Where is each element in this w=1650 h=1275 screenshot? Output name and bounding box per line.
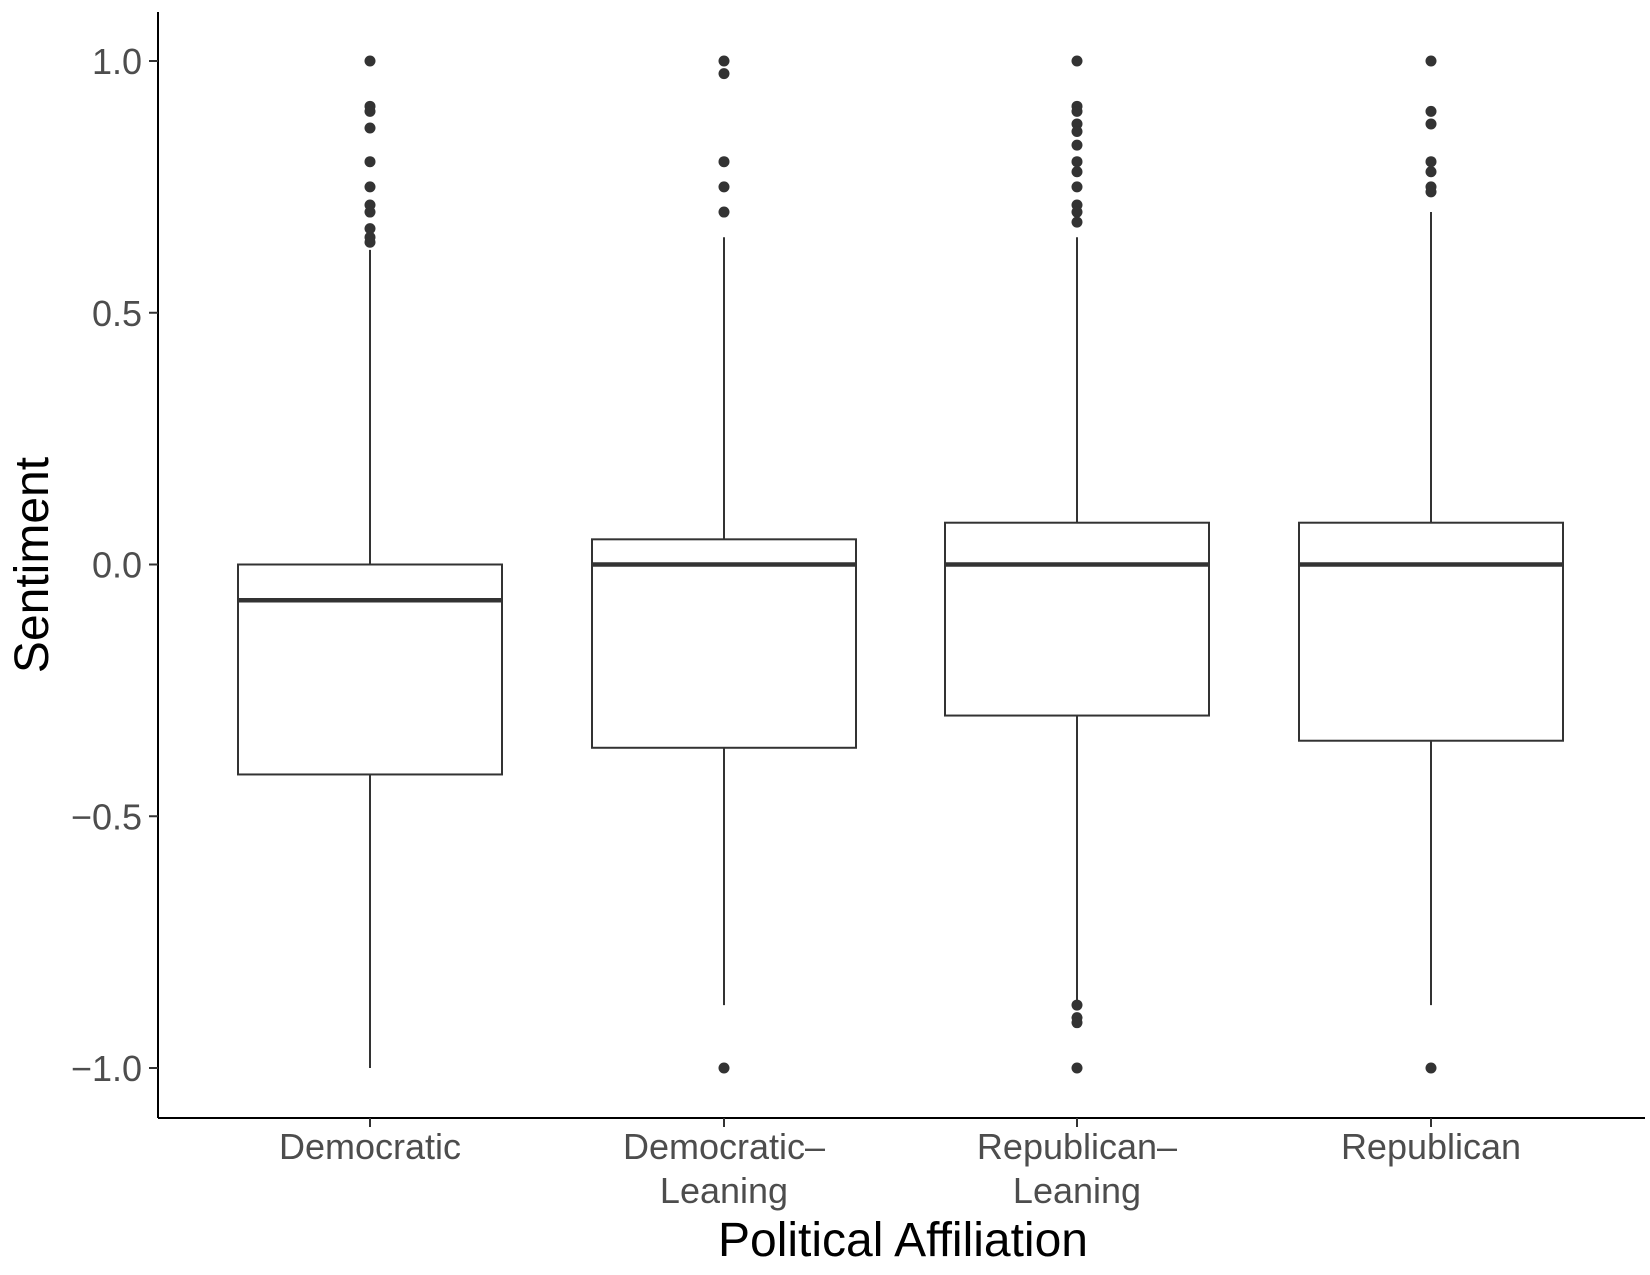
outlier-point: [1425, 186, 1437, 198]
outlier-point: [1425, 166, 1437, 178]
outlier-point: [1425, 118, 1437, 130]
outlier-point: [364, 206, 376, 218]
x-tick-label-line: Democratic–: [623, 1126, 825, 1167]
boxes-layer: [237, 55, 1564, 1074]
x-tick-label-line: Democratic: [279, 1126, 461, 1167]
box-iqr: [944, 521, 1210, 717]
x-axis-title: Political Affiliation: [718, 1214, 1088, 1267]
x-tick-label: Republican– Leaning: [977, 1126, 1177, 1211]
outlier-point: [718, 206, 730, 218]
outlier-point: [1071, 181, 1083, 193]
outlier-point: [1071, 139, 1083, 151]
outlier-point: [364, 122, 376, 134]
outlier-point: [1071, 1017, 1083, 1029]
outlier-point: [718, 68, 730, 80]
y-tick-label: 1.0: [92, 41, 142, 82]
outlier-point: [718, 1062, 730, 1074]
outlier-point: [1071, 1062, 1083, 1074]
y-tick-label: 0.5: [92, 293, 142, 334]
outlier-point: [718, 181, 730, 193]
outlier-point: [1071, 999, 1083, 1011]
box-iqr: [237, 563, 503, 776]
outlier-point: [364, 105, 376, 117]
outlier-point: [364, 55, 376, 67]
outlier-point: [364, 236, 376, 248]
outlier-point: [1071, 125, 1083, 137]
x-tick-label: Democratic: [279, 1126, 461, 1167]
outlier-point: [718, 55, 730, 67]
x-tick-label-line: Leaning: [1013, 1170, 1141, 1211]
outlier-point: [1071, 216, 1083, 228]
x-tick-label: Democratic– Leaning: [623, 1126, 825, 1211]
outlier-point: [364, 223, 376, 235]
outlier-point: [1071, 206, 1083, 218]
x-tick-label-line: Leaning: [660, 1170, 788, 1211]
box-group: [1298, 55, 1564, 1074]
y-axis-title: Sentiment: [6, 457, 59, 673]
x-tick-label: Republican: [1341, 1126, 1521, 1167]
outlier-point: [1425, 156, 1437, 168]
y-tick-label: −0.5: [71, 796, 142, 837]
x-tick-label-line: Republican–: [977, 1126, 1177, 1167]
outlier-point: [1071, 105, 1083, 117]
x-tick-label-line: Republican: [1341, 1126, 1521, 1167]
outlier-point: [1071, 166, 1083, 178]
outlier-point: [1425, 55, 1437, 67]
box-iqr: [591, 538, 857, 749]
box-iqr: [1298, 521, 1564, 742]
outlier-point: [364, 181, 376, 193]
box-group: [944, 55, 1210, 1074]
box-group: [237, 55, 503, 1068]
outlier-point: [1425, 1062, 1437, 1074]
outlier-point: [1071, 118, 1083, 130]
outlier-point: [1071, 55, 1083, 67]
y-ticks-layer: 1.0 0.5 0.0 −0.5 −1.0: [71, 41, 158, 1089]
outlier-point: [1425, 105, 1437, 117]
outlier-point: [1071, 156, 1083, 168]
y-tick-label: −1.0: [71, 1048, 142, 1089]
outlier-point: [718, 156, 730, 168]
y-tick-label: 0.0: [92, 545, 142, 586]
box-group: [591, 55, 857, 1074]
outlier-point: [364, 156, 376, 168]
